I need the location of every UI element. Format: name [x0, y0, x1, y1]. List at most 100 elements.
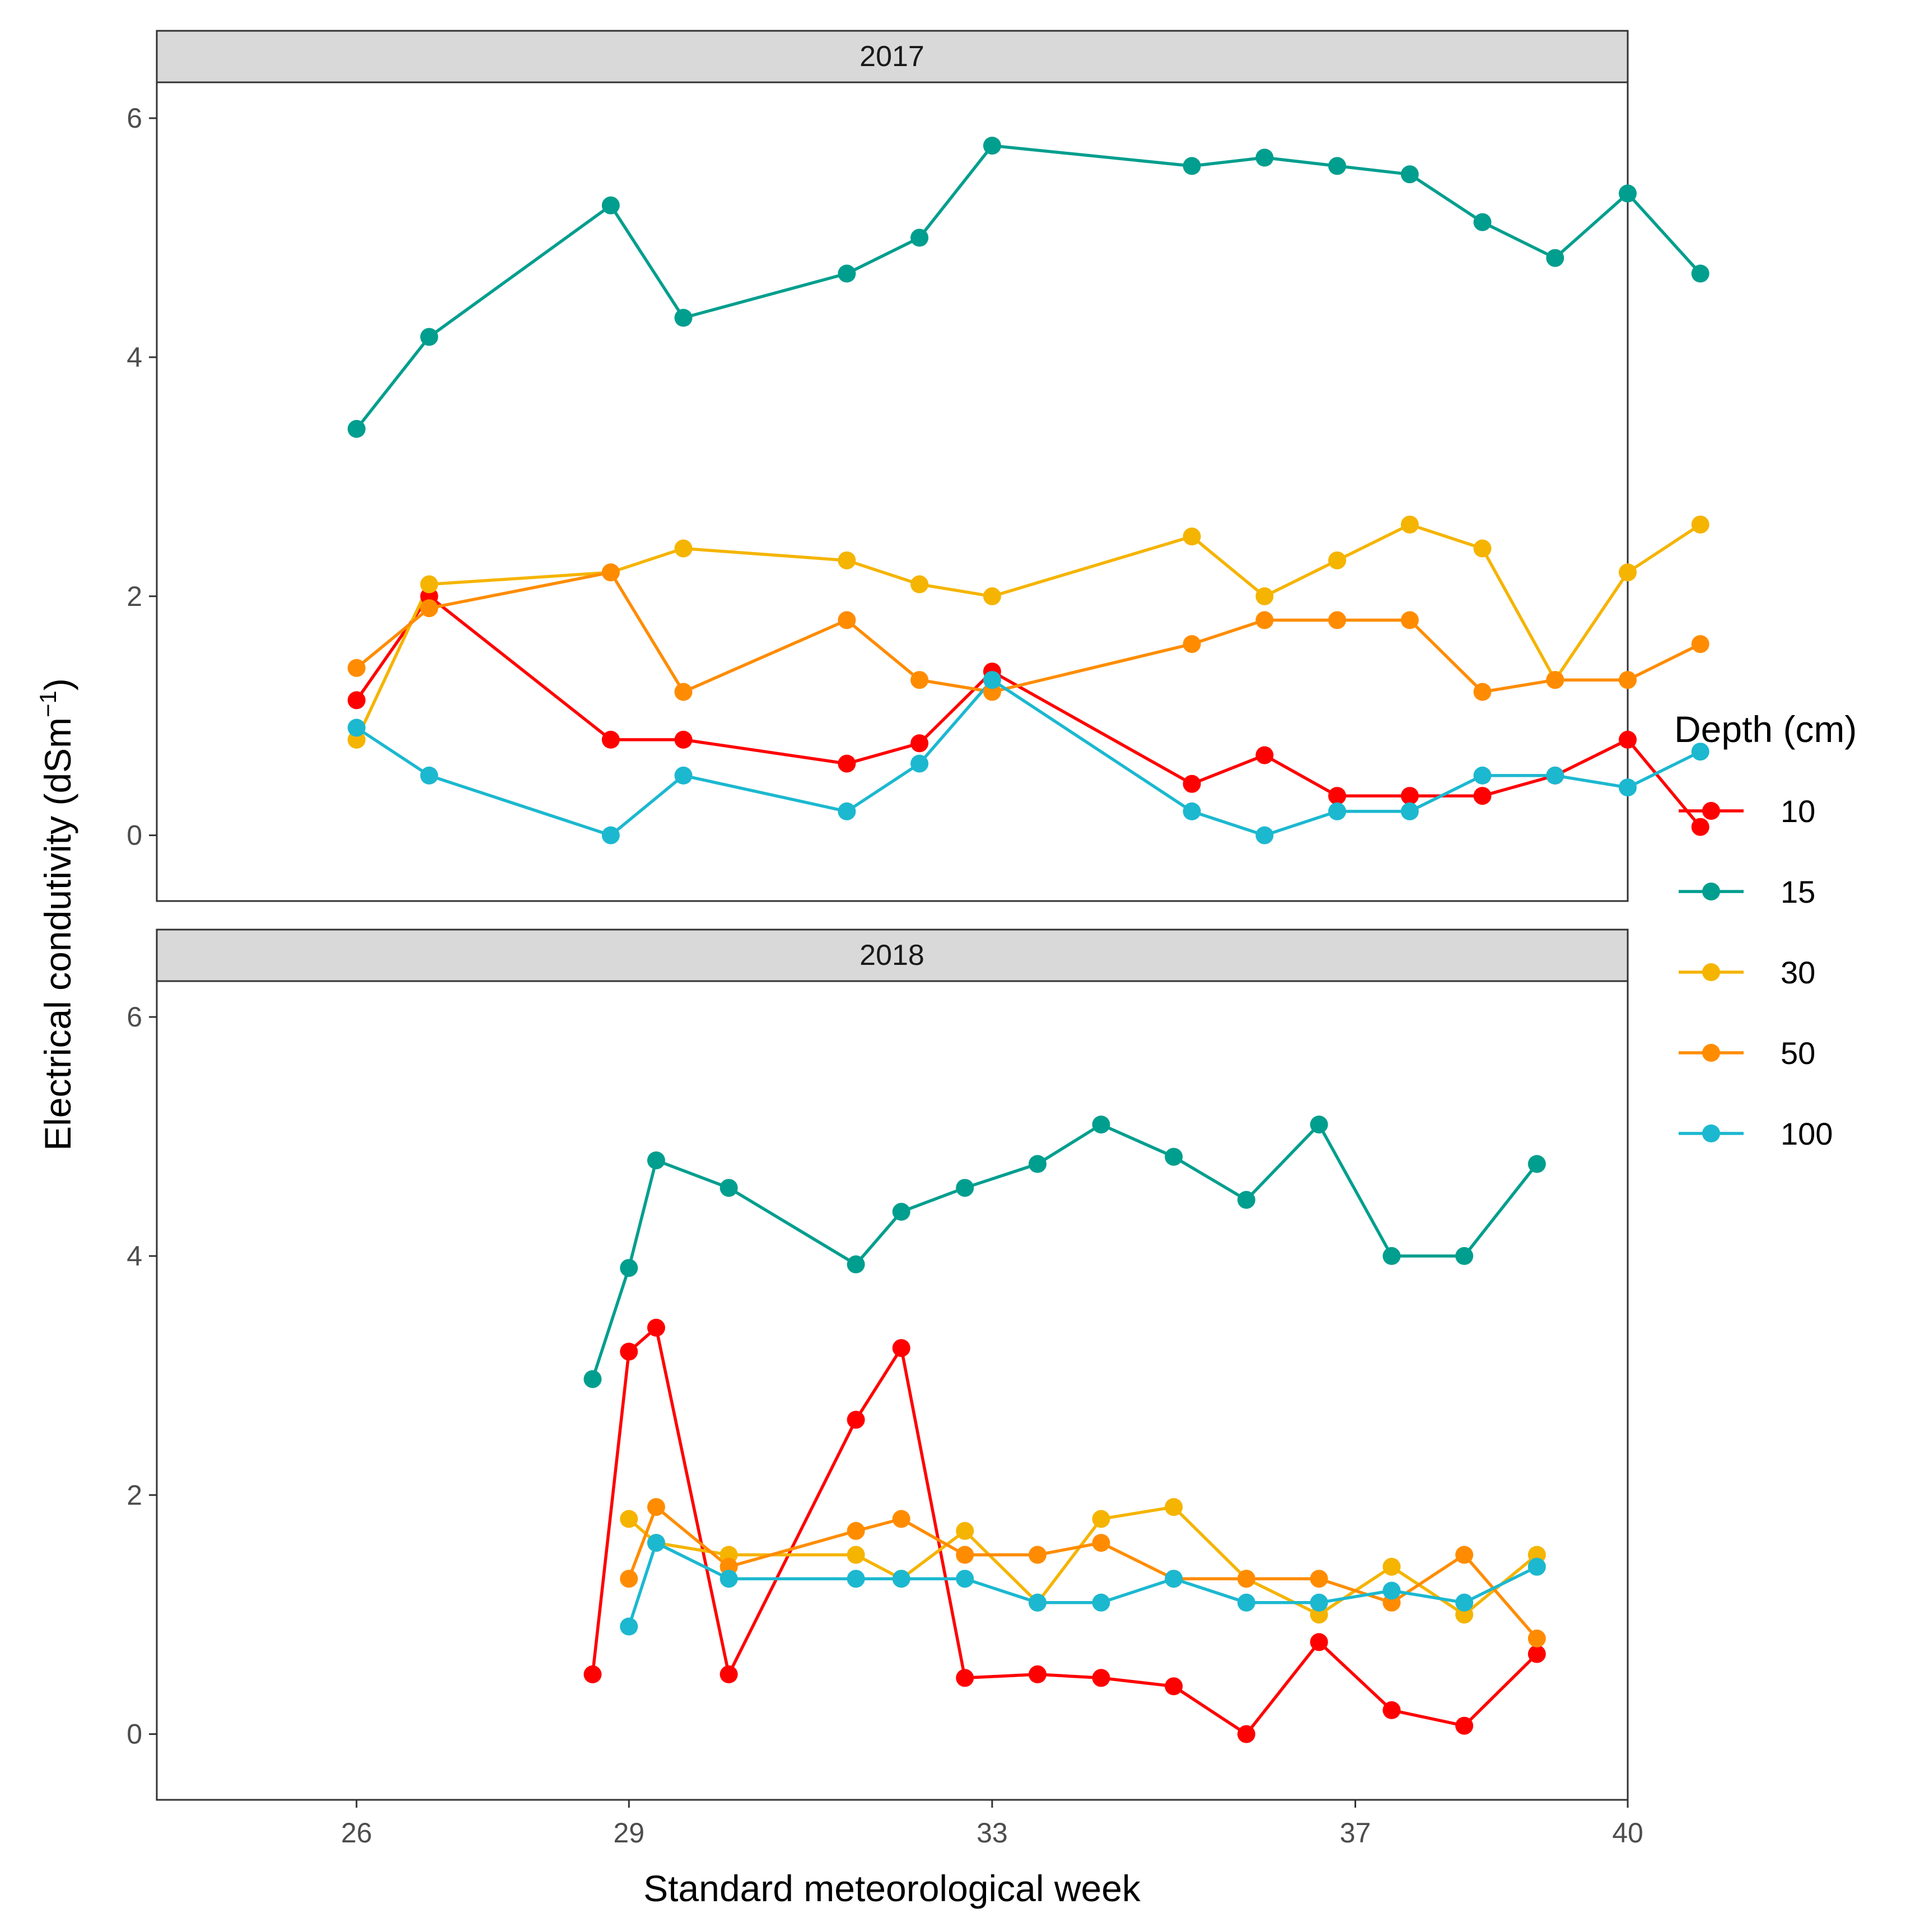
panel-2017-y-axis: 0 2 4 6 [127, 102, 157, 851]
data-point-100-2017 [1691, 743, 1709, 761]
data-point-100-2017 [1328, 802, 1347, 820]
panel-2018-strip-label: 2018 [859, 939, 924, 972]
data-point-10-2018 [720, 1665, 738, 1683]
data-point-15-2018 [892, 1202, 910, 1221]
data-point-100-2017 [910, 754, 929, 773]
data-point-50-2018 [1455, 1546, 1474, 1564]
data-point-50-2018 [1237, 1570, 1255, 1588]
data-point-50-2017 [1400, 611, 1419, 629]
data-point-10-2018 [1029, 1665, 1047, 1683]
x-tick-label: 29 [613, 1817, 644, 1849]
data-point-100-2018 [1382, 1581, 1401, 1600]
data-point-100-2017 [1183, 802, 1201, 820]
x-tick-label: 37 [1340, 1817, 1371, 1849]
data-point-15-2017 [1619, 184, 1637, 203]
data-point-15-2018 [1382, 1247, 1401, 1265]
y-tick-label: 6 [127, 1001, 142, 1033]
data-point-50-2017 [910, 671, 929, 689]
data-point-100-2017 [347, 718, 366, 737]
data-point-100-2018 [620, 1617, 638, 1636]
data-point-100-2017 [1400, 802, 1419, 820]
data-point-10-2017 [838, 754, 856, 773]
data-point-15-2017 [420, 328, 438, 346]
data-point-50-2017 [1546, 671, 1564, 689]
data-point-50-2017 [674, 683, 693, 701]
legend-key-dot [1702, 963, 1720, 981]
panel-2017-strip [156, 30, 1629, 83]
data-point-50-2017 [1473, 683, 1492, 701]
data-point-50-2018 [1029, 1546, 1047, 1564]
data-point-15-2017 [1473, 213, 1492, 231]
data-point-10-2018 [1237, 1725, 1255, 1743]
data-point-30-2017 [1255, 587, 1274, 605]
legend-label: 15 [1781, 874, 1815, 909]
legend-label: 100 [1781, 1116, 1833, 1151]
data-point-15-2018 [583, 1370, 602, 1388]
data-point-50-2018 [892, 1510, 910, 1528]
data-point-100-2018 [1527, 1557, 1546, 1576]
data-point-50-2017 [1619, 671, 1637, 689]
data-point-30-2018 [1092, 1510, 1110, 1528]
y-tick-label: 0 [127, 820, 142, 851]
data-point-100-2018 [1237, 1593, 1255, 1612]
data-point-10-2017 [1255, 746, 1274, 764]
y-axis-title-main: Electrical condutivity (dSm [37, 717, 78, 1151]
legend-label: 30 [1781, 955, 1815, 990]
data-point-30-2017 [420, 575, 438, 594]
data-point-10-2017 [347, 691, 366, 710]
data-point-30-2017 [838, 551, 856, 570]
data-point-50-2018 [956, 1546, 974, 1564]
panel-2018-strip [156, 928, 1629, 982]
data-point-50-2017 [1255, 611, 1274, 629]
data-point-100-2017 [1473, 766, 1492, 785]
data-point-15-2017 [1183, 157, 1201, 175]
data-point-10-2018 [1382, 1701, 1401, 1719]
data-point-10-2018 [620, 1342, 638, 1361]
legend-item-50: 50 [1679, 1035, 1815, 1071]
data-point-15-2018 [956, 1179, 974, 1197]
data-point-50-2018 [1092, 1534, 1110, 1552]
data-point-10-2018 [956, 1669, 974, 1687]
x-axis-title: Standard meteorological week [643, 1868, 1141, 1909]
legend-item-10: 10 [1679, 794, 1815, 829]
series-line-50-2018 [627, 1505, 1539, 1640]
data-point-30-2017 [1619, 563, 1637, 582]
data-point-10-2018 [583, 1665, 602, 1683]
y-tick-label: 4 [127, 1240, 142, 1272]
data-point-10-2018 [1455, 1716, 1474, 1735]
data-point-100-2018 [956, 1570, 974, 1588]
data-point-15-2018 [1092, 1116, 1110, 1134]
data-point-100-2018 [1455, 1593, 1474, 1612]
data-point-15-2017 [601, 196, 620, 214]
data-point-30-2017 [1400, 515, 1419, 534]
legend-key-dot [1702, 1124, 1720, 1142]
data-point-50-2018 [620, 1570, 638, 1588]
data-point-10-2017 [910, 734, 929, 753]
y-axis-title-superscript: −1 [35, 690, 61, 717]
data-point-10-2018 [892, 1339, 910, 1357]
data-point-100-2017 [838, 802, 856, 820]
data-point-15-2017 [983, 137, 1001, 155]
data-point-15-2018 [1029, 1155, 1047, 1173]
data-point-15-2017 [1255, 148, 1274, 167]
legend-label: 50 [1781, 1035, 1815, 1071]
panel-2017: 2017 0 2 4 6 [127, 30, 1709, 902]
data-point-50-2017 [420, 599, 438, 618]
data-point-30-2017 [1183, 528, 1201, 545]
data-point-50-2017 [1691, 635, 1709, 654]
x-tick-label: 33 [977, 1817, 1008, 1849]
data-point-100-2018 [720, 1570, 738, 1588]
data-point-15-2017 [347, 419, 366, 438]
y-tick-label: 2 [127, 581, 142, 612]
legend-items: 10 15 30 50 100 [1679, 794, 1833, 1151]
data-point-30-2017 [674, 539, 693, 558]
data-point-10-2017 [1328, 787, 1347, 805]
data-point-15-2018 [1310, 1116, 1328, 1134]
data-point-10-2017 [1183, 774, 1201, 793]
data-point-30-2017 [1328, 551, 1347, 570]
y-tick-label: 6 [127, 102, 142, 134]
data-point-10-2018 [647, 1318, 665, 1337]
y-axis-title-suffix: ) [37, 678, 78, 690]
data-point-10-2018 [1310, 1633, 1328, 1651]
